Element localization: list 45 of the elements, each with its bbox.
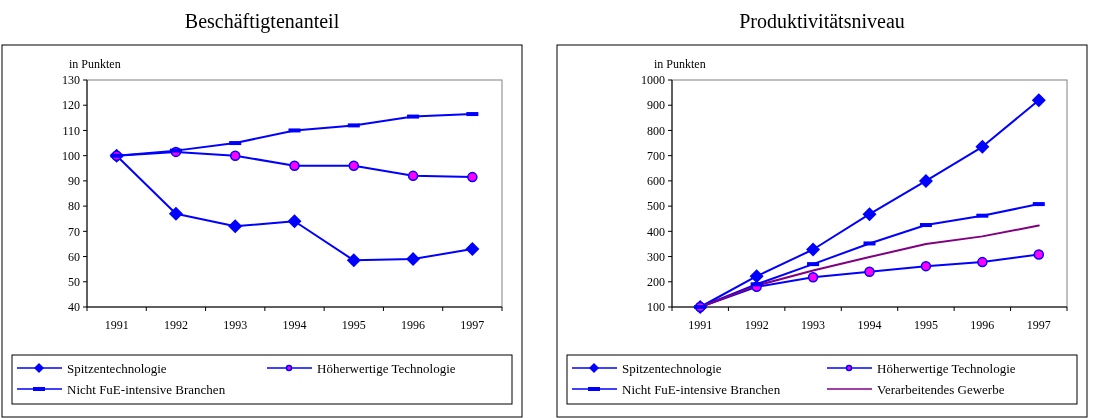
y-tick-label: 80 xyxy=(68,199,80,214)
legend-label: Nicht FuE-intensive Branchen xyxy=(622,381,781,397)
legend-label: Verarbeitendes Gewerbe xyxy=(877,381,1005,397)
y-tick-label: 90 xyxy=(68,174,80,189)
y-tick-label: 50 xyxy=(68,274,80,289)
y-tick-label: 40 xyxy=(68,300,80,315)
x-tick-label: 1992 xyxy=(163,318,188,332)
x-tick-label: 1992 xyxy=(744,318,769,332)
x-tick-label: 1995 xyxy=(341,318,366,332)
x-tick-label: 1993 xyxy=(801,318,826,332)
y-tick-label: 900 xyxy=(647,98,665,113)
y-tick-label: 110 xyxy=(62,123,80,138)
legend-label: Höherwertige Technologie xyxy=(877,360,1016,376)
x-tick-label: 1997 xyxy=(1026,318,1051,332)
y-tick-label: 100 xyxy=(62,148,80,163)
legend-label: Spitzentechnologie xyxy=(622,360,722,376)
legend-label: Nicht FuE-intensive Branchen xyxy=(67,381,226,397)
y-tick-label: 300 xyxy=(647,249,665,264)
x-tick-label: 1991 xyxy=(104,318,129,332)
x-tick-label: 1996 xyxy=(401,318,426,332)
y-tick-label: 60 xyxy=(68,249,80,264)
y-tick-label: 200 xyxy=(647,274,665,289)
chart-title: Produktivitätsniveau xyxy=(739,10,905,32)
legend-label: Höherwertige Technologie xyxy=(317,360,456,376)
y-tick-label: 100 xyxy=(647,300,665,315)
x-tick-label: 1994 xyxy=(857,318,882,332)
y-tick-label: 130 xyxy=(62,73,80,88)
x-tick-label: 1995 xyxy=(913,318,938,332)
y-tick-label: 700 xyxy=(647,148,665,163)
x-tick-label: 1996 xyxy=(970,318,995,332)
y-tick-label: 70 xyxy=(68,224,80,239)
y-tick-label: 800 xyxy=(647,123,665,138)
y-axis-title: in Punkten xyxy=(69,57,121,71)
x-tick-label: 1994 xyxy=(282,318,307,332)
y-tick-label: 400 xyxy=(647,224,665,239)
legend-label: Spitzentechnologie xyxy=(67,360,167,376)
x-tick-label: 1991 xyxy=(688,318,713,332)
chart-title: Beschäftigtenanteil xyxy=(184,10,340,33)
y-tick-label: 120 xyxy=(62,98,80,113)
x-tick-label: 1997 xyxy=(460,318,485,332)
y-tick-label: 600 xyxy=(647,174,665,189)
y-tick-label: 1000 xyxy=(641,73,665,88)
x-tick-label: 1993 xyxy=(223,318,248,332)
y-tick-label: 500 xyxy=(647,199,665,214)
y-axis-title: in Punkten xyxy=(654,57,706,71)
